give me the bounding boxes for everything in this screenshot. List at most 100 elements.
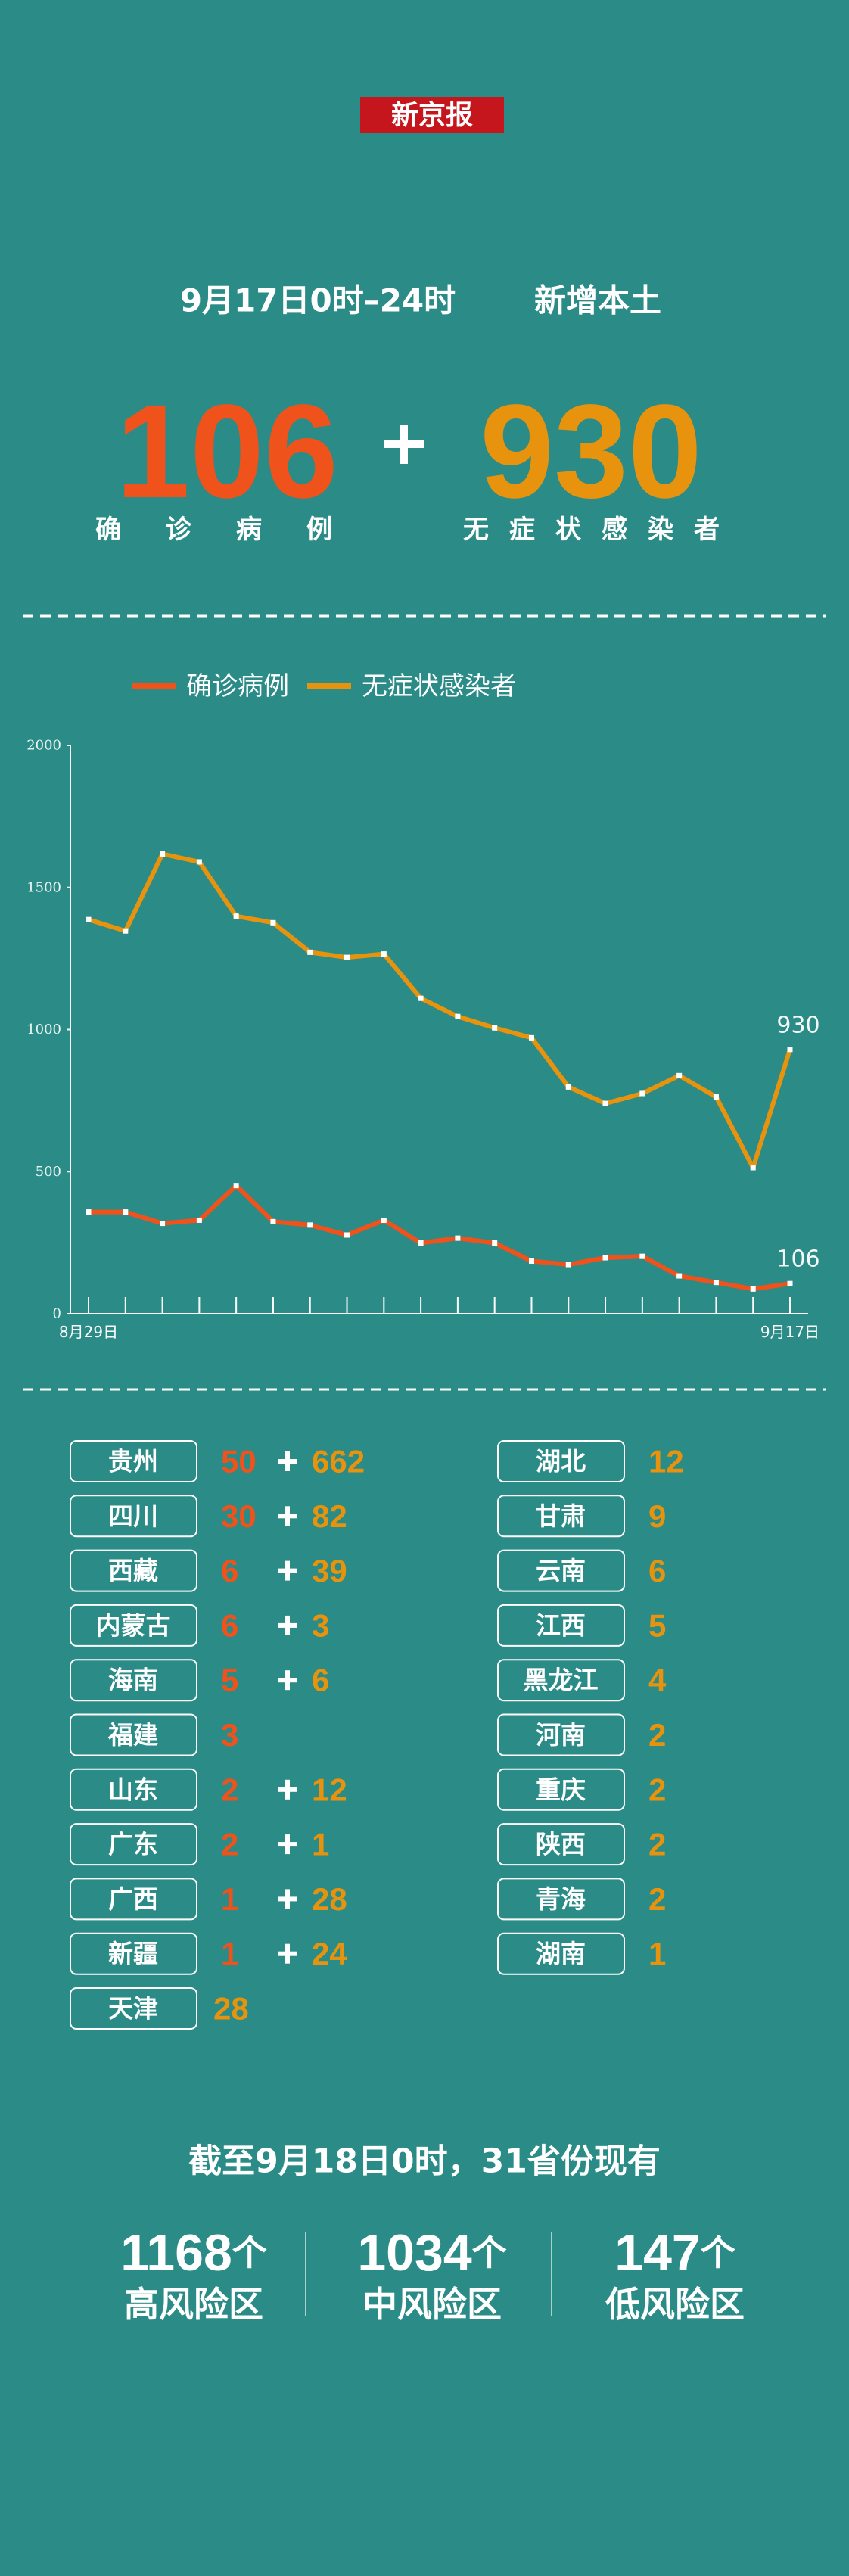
province-name: 广东 — [108, 1830, 158, 1859]
point — [233, 1183, 239, 1189]
point — [123, 928, 129, 934]
province-count: 1 — [648, 1936, 666, 1971]
confirmed-label: 确诊病例 — [95, 515, 377, 545]
period: 9月17日0时–24时 — [180, 282, 456, 319]
province-box — [70, 1604, 197, 1647]
point — [565, 1262, 571, 1268]
province-count: 6 — [221, 1553, 238, 1588]
point — [676, 1072, 683, 1078]
province-count: 82 — [312, 1498, 347, 1534]
y-tick-label: 0 — [53, 1306, 61, 1322]
point — [713, 1094, 719, 1100]
province-box — [497, 1440, 625, 1482]
asymptomatic-label: 无症状感染者 — [463, 515, 740, 545]
plus-v — [285, 1506, 290, 1526]
province-box — [70, 1549, 197, 1592]
province-name: 天津 — [108, 1994, 158, 2024]
province-count: 28 — [213, 1991, 249, 2027]
province-box — [70, 1713, 197, 1756]
province-count: 2 — [221, 1827, 238, 1862]
point — [565, 1084, 571, 1090]
province-count: 5 — [648, 1607, 666, 1643]
point — [492, 1025, 498, 1031]
point — [492, 1240, 498, 1246]
province-count: 5 — [221, 1663, 238, 1698]
x-tick-label: 8月29日 — [59, 1323, 118, 1341]
plus-v — [400, 425, 408, 464]
point — [381, 1217, 387, 1223]
province-box — [497, 1713, 625, 1756]
province-name: 山东 — [108, 1775, 158, 1804]
point — [160, 851, 166, 857]
point — [123, 1209, 129, 1215]
province-box — [70, 1823, 197, 1866]
point — [307, 1222, 313, 1228]
logo-box — [360, 97, 504, 133]
legend-label: 确诊病例 — [186, 671, 289, 702]
province-box — [497, 1659, 625, 1702]
logo: 新京报 — [391, 99, 473, 131]
point — [713, 1280, 719, 1286]
province-count: 1 — [221, 1936, 238, 1971]
point — [602, 1100, 608, 1106]
risk-number: 1034 — [357, 2224, 471, 2282]
province-name: 江西 — [536, 1610, 586, 1640]
province-count: 1 — [221, 1881, 238, 1917]
province-box — [497, 1549, 625, 1592]
point — [307, 949, 313, 955]
series-line — [88, 851, 792, 1170]
province-count: 3 — [312, 1607, 329, 1643]
plus-v — [285, 1889, 290, 1909]
y-tick-label: 1000 — [26, 1022, 61, 1038]
plus-v — [285, 1779, 290, 1800]
province-name: 福建 — [107, 1720, 158, 1750]
plus-v — [285, 1615, 290, 1635]
point — [196, 1217, 202, 1223]
province-box — [70, 1987, 197, 2030]
province-name: 湖南 — [536, 1939, 586, 1968]
plus-v — [285, 1560, 290, 1581]
province-count: 24 — [312, 1936, 347, 1971]
province-name: 青海 — [536, 1884, 586, 1914]
point — [528, 1258, 534, 1265]
province-count: 12 — [648, 1444, 684, 1479]
risk-label: 低风险区 — [605, 2284, 745, 2325]
province-name: 甘肃 — [536, 1501, 586, 1531]
province-count: 39 — [312, 1553, 347, 1588]
province-box — [497, 1823, 625, 1866]
point — [418, 1240, 424, 1246]
point — [344, 954, 350, 960]
province-count: 50 — [221, 1444, 257, 1479]
province-box — [497, 1768, 625, 1811]
province-name: 四川 — [108, 1501, 158, 1531]
series-line — [89, 1183, 791, 1292]
province-name: 云南 — [536, 1556, 586, 1585]
province-count: 6 — [221, 1607, 238, 1643]
risk-unit: 个 — [701, 2232, 735, 2273]
province-box — [70, 1440, 197, 1482]
province-count: 6 — [648, 1553, 666, 1588]
province-count: 2 — [648, 1827, 666, 1862]
point — [86, 1209, 92, 1215]
risk-count: 147个 — [614, 2224, 735, 2282]
province-box — [70, 1768, 197, 1811]
risk-unit: 个 — [232, 2232, 267, 2273]
province-name: 内蒙古 — [96, 1610, 171, 1640]
point — [528, 1034, 534, 1041]
y-tick-label: 1500 — [26, 879, 61, 895]
province-count: 1 — [312, 1827, 329, 1862]
y-tick-label: 2000 — [26, 738, 61, 754]
province-count: 6 — [312, 1663, 329, 1698]
province-name: 重庆 — [536, 1775, 586, 1804]
province-name: 西藏 — [108, 1556, 158, 1585]
point — [196, 859, 202, 865]
point — [787, 1047, 793, 1053]
point — [270, 1218, 276, 1224]
point — [787, 1280, 793, 1286]
point — [455, 1235, 461, 1241]
y-tick-label: 500 — [36, 1164, 61, 1180]
headline: 新增本土 — [534, 282, 661, 319]
province-count: 2 — [648, 1772, 666, 1807]
point — [233, 913, 239, 919]
